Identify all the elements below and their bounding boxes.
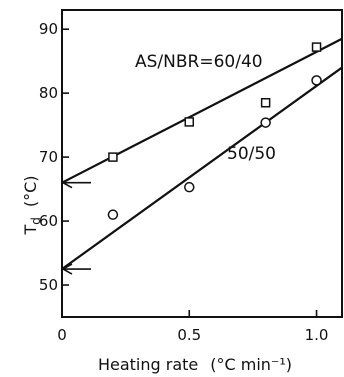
x-axis-label: Heating rate (°C min⁻¹): [98, 355, 292, 374]
plot-frame: [61, 9, 343, 318]
y-tick-label: 90: [39, 20, 58, 38]
data-point-circle: [107, 209, 119, 220]
x-axis-label-units: (°C min⁻¹): [210, 355, 292, 374]
intercept-arrow-head-1: [61, 176, 73, 189]
y-tick-label: 60: [39, 212, 58, 230]
y-tick-label: 80: [39, 84, 58, 102]
data-point-circle: [184, 181, 195, 193]
data-point-square: [184, 117, 195, 127]
data-point-square: [108, 152, 118, 162]
data-point-square: [260, 97, 271, 108]
x-axis-label-main: Heating rate: [98, 355, 198, 374]
series-label-50-50: 50/50: [227, 144, 276, 164]
data-points: [107, 42, 322, 220]
x-tick-label: 1.0: [305, 326, 329, 344]
intercept-arrow-head-2: [61, 263, 73, 275]
y-axis-label-subscript: d: [29, 217, 43, 225]
intercept-arrows: [61, 176, 91, 275]
data-point-circle: [260, 117, 271, 128]
series-label-as-nbr-60-40: AS/NBR=60/40: [135, 52, 263, 72]
fit-line-series-2: [61, 66, 343, 270]
data-point-square: [311, 42, 322, 52]
plot-area-border: [61, 9, 343, 318]
data-point-circle: [311, 75, 322, 86]
y-tick-label: 70: [39, 148, 58, 166]
y-axis-label-main: T: [21, 225, 40, 236]
x-tick-label: 0.5: [177, 326, 201, 344]
y-axis-label: Td (°C): [21, 175, 43, 235]
fit-lines: [61, 37, 343, 270]
axis-ticks: 50 60 70 80 90 0 0.5 1.0: [39, 20, 329, 344]
y-axis-label-units: (°C): [21, 175, 40, 207]
y-tick-label: 50: [39, 276, 58, 294]
x-tick-label: 0: [57, 326, 67, 344]
